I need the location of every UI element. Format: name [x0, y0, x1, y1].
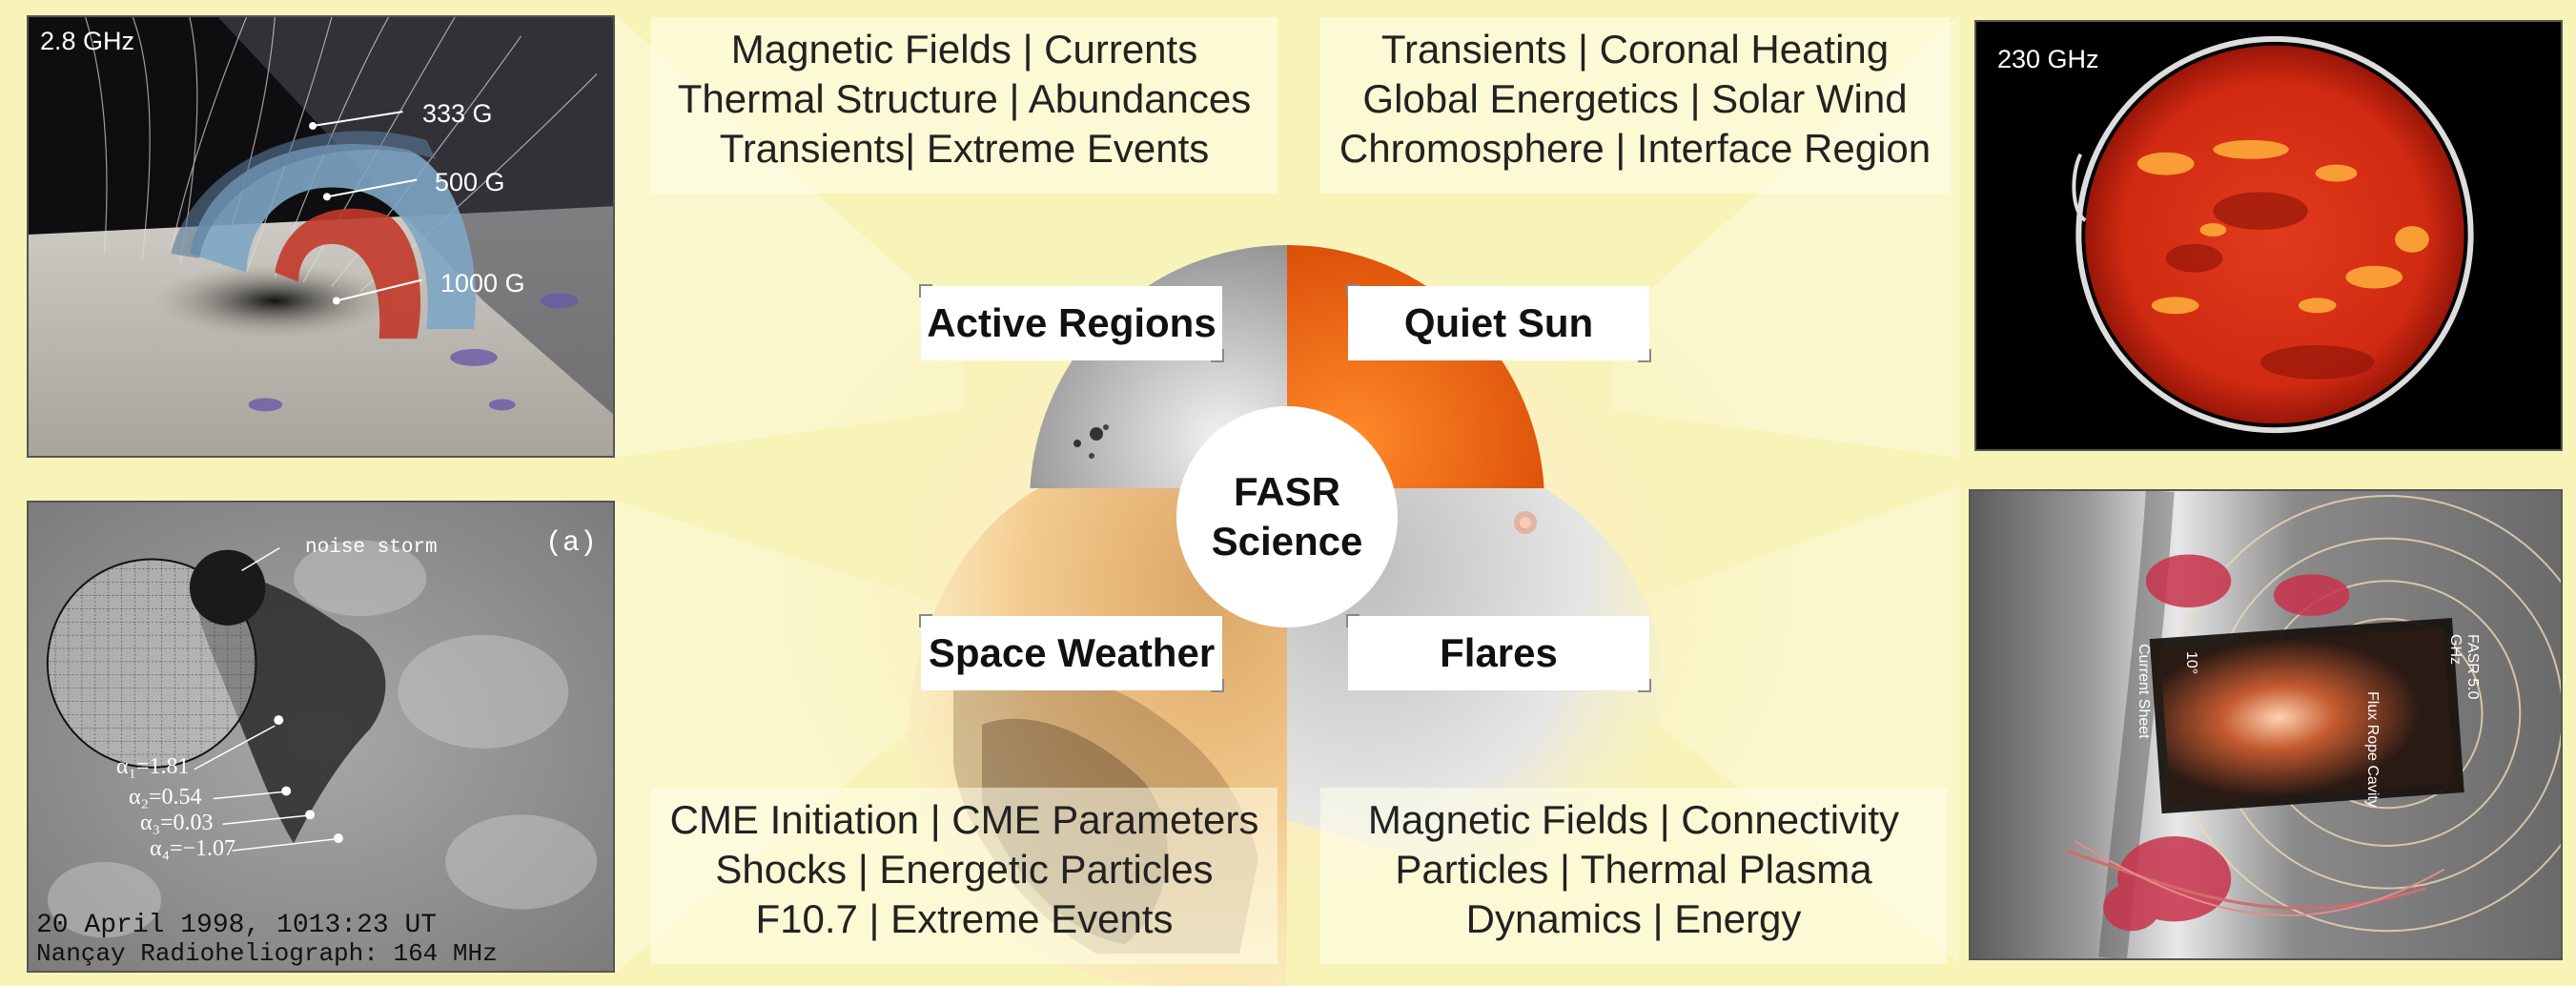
noise-storm-panel-tag: (a) — [545, 527, 598, 560]
topic-line: Chromosphere | Interface Region — [1339, 126, 1932, 171]
quiet-sun-frequency-label: 230 GHz — [1997, 45, 2099, 73]
alpha-3: α₃=0.03 — [140, 811, 214, 835]
topic-line: Transients | Coronal Heating — [1380, 27, 1890, 72]
active-regions-topics: Magnetic Fields | Currents Thermal Struc… — [651, 17, 1278, 194]
center-title-line2: Science — [1211, 519, 1363, 564]
active-region-model-panel: 2.8 GHz 333 G 500 G 1000 G — [27, 15, 615, 458]
contour-label-500: 500 G — [435, 168, 505, 196]
space-weather-topics: CME Initiation | CME Parameters Shocks |… — [651, 788, 1278, 964]
quiet-sun-topics: Transients | Coronal Heating Global Ener… — [1320, 17, 1950, 194]
topic-line: Particles | Thermal Plasma — [1395, 847, 1872, 892]
category-space-weather: Space Weather — [919, 614, 1224, 692]
flare-label-current-sheet: Current Sheet — [2136, 644, 2152, 739]
topic-line: Magnetic Fields | Currents — [730, 27, 1198, 72]
quiet-sun-panel: 230 GHz — [1974, 20, 2563, 451]
contour-label-1000: 1000 G — [440, 269, 525, 298]
flare-model-panel: Current Sheet Flux Rope Cavity FASR 5.0 … — [1969, 489, 2563, 960]
active-region-frequency-label: 2.8 GHz — [40, 27, 135, 55]
flare-label-fasr: FASR 5.0 GHz — [2447, 634, 2481, 700]
topic-line: Shocks | Energetic Particles — [715, 847, 1214, 892]
alpha-4: α₄=−1.07 — [150, 836, 236, 861]
topic-line: CME Initiation | CME Parameters — [669, 797, 1259, 842]
category-flares: Flares — [1346, 614, 1651, 692]
topic-line: Transients| Extreme Events — [719, 126, 1210, 171]
flare-label-flux-rope: Flux Rope Cavity — [2364, 691, 2381, 808]
noise-storm-instrument: Nançay Radioheliograph: 164 MHz — [36, 939, 498, 968]
noise-storm-image — [29, 503, 613, 971]
quiet-sun-image — [1976, 22, 2561, 449]
active-region-model-image — [29, 17, 613, 456]
noise-storm-panel: noise storm (a) α₁=1.81 α₂=0.54 α₃=0.03 … — [27, 501, 615, 973]
center-title-line1: FASR — [1233, 469, 1340, 514]
alpha-1: α₁=1.81 — [116, 754, 190, 779]
noise-storm-annotation: noise storm — [305, 537, 438, 559]
flare-label-angle: 10° — [2183, 651, 2199, 675]
contour-label-333: 333 G — [422, 99, 493, 128]
category-quiet-sun: Quiet Sun — [1346, 284, 1651, 362]
alpha-2: α₂=0.54 — [129, 785, 202, 810]
topic-line: Magnetic Fields | Connectivity — [1367, 797, 1900, 842]
topic-line: Dynamics | Energy — [1465, 896, 1802, 941]
topic-line: Thermal Structure | Abundances — [677, 76, 1252, 121]
flares-topics: Magnetic Fields | Connectivity Particles… — [1320, 788, 1947, 964]
noise-storm-date: 20 April 1998, 1013:23 UT — [36, 911, 438, 940]
flare-model-image — [1971, 491, 2561, 958]
fasr-science-center: FASR Science — [1176, 406, 1398, 627]
category-active-regions: Active Regions — [919, 284, 1224, 362]
topic-line: Global Energetics | Solar Wind — [1362, 76, 1908, 121]
topic-line: F10.7 | Extreme Events — [755, 896, 1174, 941]
